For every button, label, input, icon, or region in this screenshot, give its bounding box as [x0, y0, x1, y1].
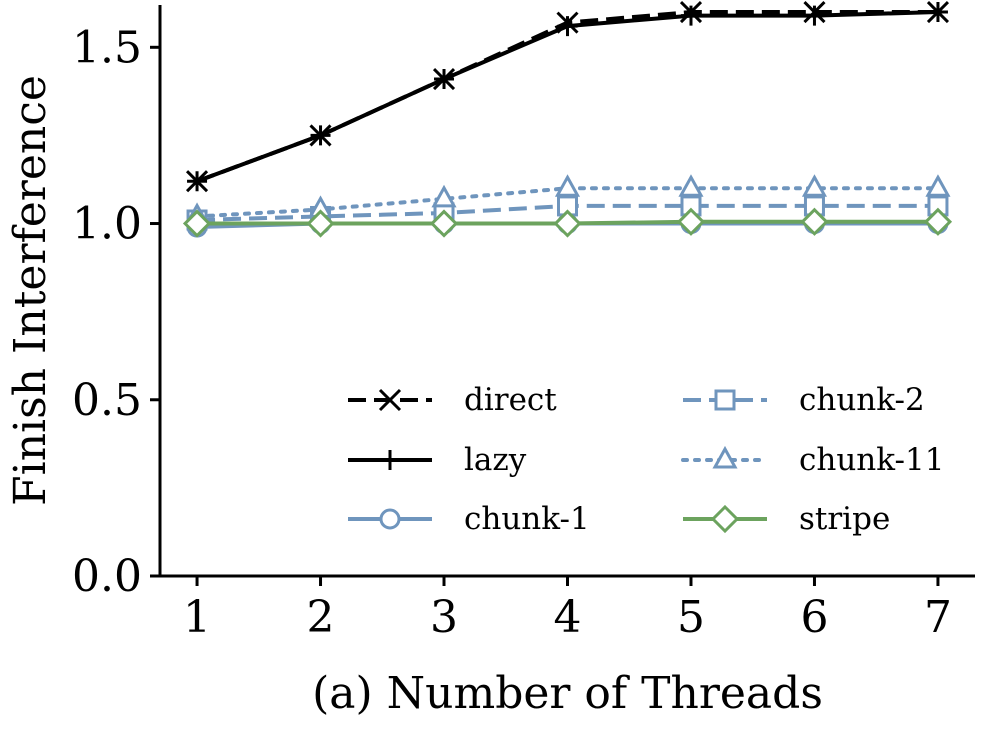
data-point-chunk-11: [678, 174, 704, 197]
legend-marker: [379, 508, 401, 530]
data-point-stripe: [923, 207, 953, 236]
legend-marker: [378, 388, 402, 412]
legend-item-chunk-1: chunk-1: [348, 501, 590, 537]
legend-label: direct: [464, 382, 557, 418]
data-point-lazy: [927, 2, 948, 23]
legend-item-stripe: stripe: [683, 501, 890, 537]
data-point-stripe: [429, 209, 459, 238]
x-axis-label: (a) Number of Threads: [312, 668, 823, 719]
series-line-lazy: [196, 10, 939, 184]
axes: 0.0 0.5 1.0 1.5 1 2 3 4 5 6 7: [72, 5, 975, 643]
data-point-chunk-11: [554, 174, 581, 197]
data-point-lazy: [187, 171, 208, 192]
data-point-chunk-11: [801, 174, 828, 197]
legend-marker: [710, 504, 740, 534]
series-stripe: [182, 207, 953, 238]
legend-marker: [380, 450, 400, 470]
y-tick-label: 1.5: [72, 22, 142, 73]
data-point-stripe: [676, 207, 706, 236]
y-tick-label: 0.5: [72, 375, 142, 426]
data-point-chunk-11: [925, 174, 951, 197]
legend-label: chunk-1: [464, 501, 590, 537]
data-point-stripe: [800, 207, 829, 236]
legend-marker: [712, 445, 738, 469]
x-tick-label: 2: [307, 592, 335, 643]
data-point-stripe: [306, 209, 335, 238]
y-tick-label: 1.0: [72, 199, 142, 250]
legend-label: chunk-11: [799, 442, 944, 478]
x-tick-label: 3: [430, 592, 458, 643]
x-tick-label: 7: [924, 592, 952, 643]
x-tick-label: 1: [183, 592, 211, 643]
x-tick-label: 6: [800, 592, 828, 643]
series-layer: [182, 0, 953, 238]
legend-label: stripe: [799, 501, 890, 537]
legend-label: chunk-2: [799, 382, 925, 418]
legend-item-chunk-2: chunk-2: [683, 382, 925, 418]
data-point-stripe: [182, 209, 212, 238]
data-point-stripe: [553, 209, 582, 238]
legend-item-lazy: lazy: [348, 442, 527, 478]
legend-item-chunk-11: chunk-11: [681, 442, 944, 478]
x-tick-label: 4: [554, 592, 582, 643]
y-axis-label: Finish Interference: [5, 75, 56, 506]
data-point-lazy: [557, 16, 578, 37]
y-tick-label: 0.0: [72, 551, 142, 602]
legend-label: lazy: [464, 442, 527, 478]
legend-item-direct: direct: [348, 382, 557, 418]
series-line-direct: [196, 10, 938, 184]
legend-marker: [714, 389, 736, 411]
data-point-lazy: [434, 69, 455, 90]
data-point-chunk-11: [431, 184, 457, 208]
x-tick-label: 5: [677, 592, 705, 643]
series-lazy: [187, 2, 948, 192]
data-point-lazy: [680, 5, 701, 26]
data-point-lazy: [804, 5, 825, 26]
legend: direct lazy chunk-1 chunk-2 chunk-11 stripe: [348, 382, 944, 537]
data-point-lazy: [310, 125, 331, 146]
